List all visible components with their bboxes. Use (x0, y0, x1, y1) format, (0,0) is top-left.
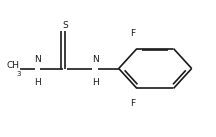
Text: F: F (130, 99, 135, 108)
Text: S: S (62, 21, 68, 30)
Text: N: N (92, 55, 98, 64)
Text: H: H (92, 78, 98, 87)
Text: CH: CH (6, 61, 19, 70)
Text: 3: 3 (17, 71, 21, 77)
Text: F: F (130, 29, 135, 38)
Text: H: H (34, 78, 41, 87)
Text: N: N (34, 55, 41, 64)
